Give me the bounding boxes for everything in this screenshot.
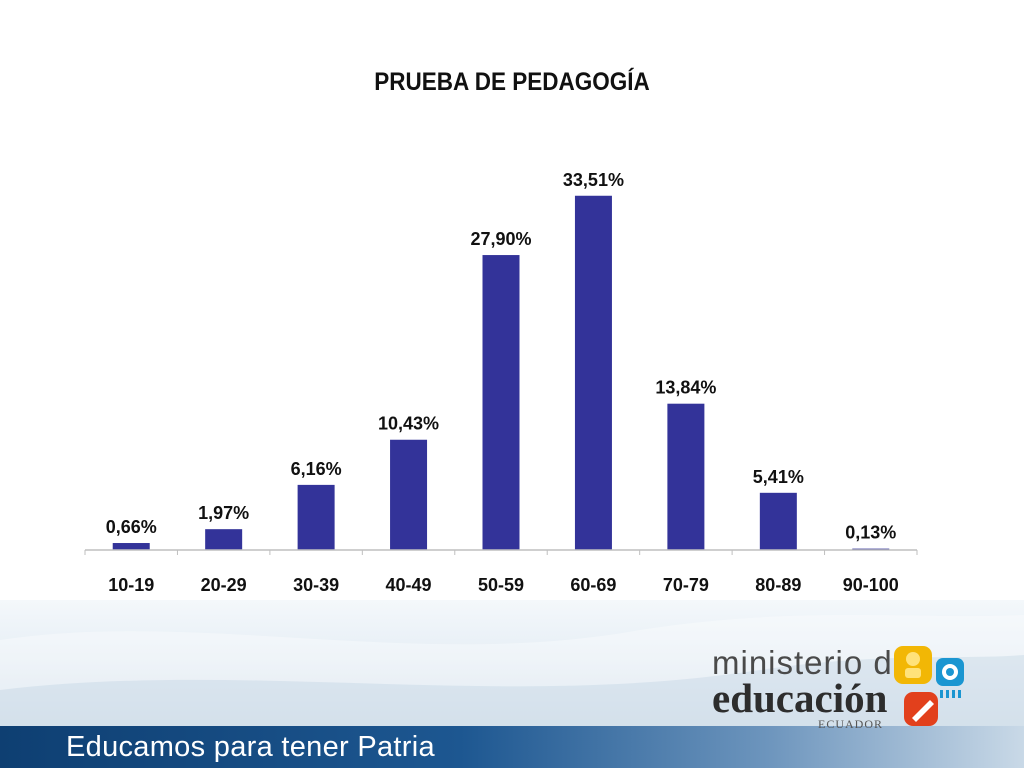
bar-80-89 (759, 492, 797, 550)
ministry-logo: ministerio de educación ECUADOR (712, 644, 982, 734)
x-tick-40-49: 40-49 (386, 575, 432, 595)
logo-emblem-icon (894, 646, 964, 726)
bar-40-49 (390, 439, 428, 550)
x-tick-90-100: 90-100 (843, 575, 899, 595)
chart-title: PRUEBA DE PEDAGOGÍA (374, 68, 650, 96)
bar-10-19 (112, 543, 150, 550)
data-label-50-59: 27,90% (470, 229, 531, 249)
x-tick-50-59: 50-59 (478, 575, 524, 595)
x-tick-20-29: 20-29 (201, 575, 247, 595)
bar-20-29 (205, 529, 243, 550)
x-tick-60-69: 60-69 (570, 575, 616, 595)
x-tick-labels-group: 10-19 20-29 30-39 40-49 50-59 60-69 70-79 80-89… (108, 575, 899, 595)
data-label-90-100: 0,13% (845, 523, 896, 543)
bar-60-69 (574, 195, 612, 550)
x-tick-80-89: 80-89 (755, 575, 801, 595)
slogan-bar (0, 726, 1024, 768)
data-label-40-49: 10,43% (378, 414, 439, 434)
data-label-60-69: 33,51% (563, 170, 624, 190)
data-label-70-79: 13,84% (655, 378, 716, 398)
bar-30-39 (297, 484, 335, 550)
data-label-10-19: 0,66% (106, 517, 157, 537)
logo-line-ministerio: ministerio de (712, 644, 913, 681)
data-label-80-89: 5,41% (753, 467, 804, 487)
data-label-20-29: 1,97% (198, 503, 249, 523)
data-label-30-39: 6,16% (291, 459, 342, 479)
bars-group (112, 195, 890, 551)
x-axis (84, 549, 918, 555)
bar-50-59 (482, 255, 520, 551)
x-tick-10-19: 10-19 (108, 575, 154, 595)
bar-chart: 0,66% 1,97% 6,16% 10,43% 27,90% 33,51% 13,84% 5… (84, 170, 918, 595)
logo-line-ecuador: ECUADOR (818, 717, 884, 731)
logo-line-educacion: educación (712, 675, 888, 721)
x-tick-30-39: 30-39 (293, 575, 339, 595)
x-tick-70-79: 70-79 (663, 575, 709, 595)
slogan-text: Educamos para tener Patria (66, 731, 435, 763)
data-labels-group: 0,66% 1,97% 6,16% 10,43% 27,90% 33,51% 13,84% 5… (106, 170, 897, 543)
bar-70-79 (667, 403, 705, 550)
